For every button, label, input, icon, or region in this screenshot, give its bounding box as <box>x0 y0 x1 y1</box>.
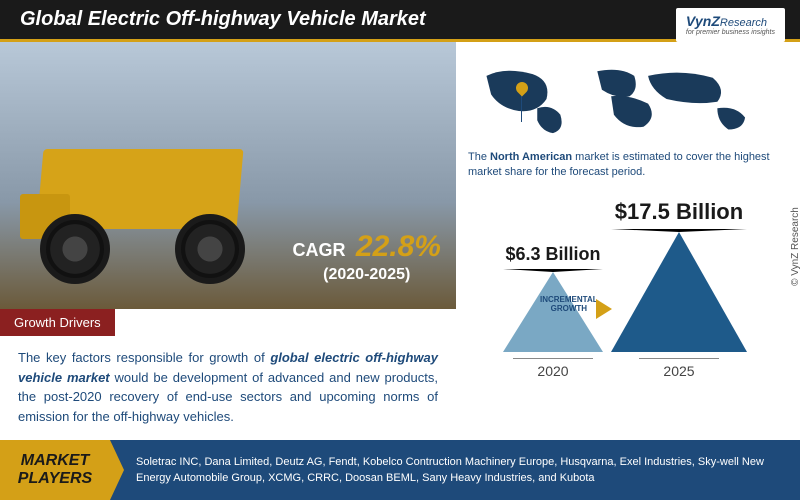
map-pin-icon <box>514 80 531 97</box>
forecast-end: $17.5 Billion 2025 <box>611 199 747 379</box>
cagr-callout: CAGR 22.8% (2020-2025) <box>292 230 441 284</box>
growth-drivers-body: The key factors responsible for growth o… <box>0 336 456 440</box>
footer-label: MARKET PLAYERS <box>0 440 110 500</box>
forecast-chart: $6.3 Billion 2020 INCREMENTAL GROWTH $17… <box>468 199 782 379</box>
title-bar: Global Electric Off-highway Vehicle Mark… <box>0 0 800 39</box>
truck-wheel <box>40 214 110 284</box>
map-pin-line <box>521 94 522 122</box>
footer: MARKET PLAYERS Soletrac INC, Dana Limite… <box>0 440 800 500</box>
map-pin <box>516 82 528 122</box>
world-map <box>468 54 782 144</box>
right-column: The North American market is estimated t… <box>456 42 800 440</box>
cagr-label: CAGR <box>292 240 345 260</box>
growth-drivers-text: The key factors responsible for growth o… <box>18 348 438 426</box>
forecast-end-year: 2025 <box>639 358 719 379</box>
map-region: North American <box>490 151 572 163</box>
main-content: CAGR 22.8% (2020-2025) Growth Drivers Th… <box>0 42 800 440</box>
footer-players: Soletrac INC, Dana Limited, Deutz AG, Fe… <box>110 440 800 500</box>
growth-drivers-tag: Growth Drivers <box>0 309 115 336</box>
logo-sub: Research <box>720 17 767 29</box>
left-column: CAGR 22.8% (2020-2025) Growth Drivers Th… <box>0 42 456 440</box>
map-caption: The North American market is estimated t… <box>468 150 782 181</box>
growth-drivers-section: Growth Drivers The key factors responsib… <box>0 309 456 440</box>
page-title: Global Electric Off-highway Vehicle Mark… <box>20 8 426 30</box>
incremental-growth-label: INCREMENTAL GROWTH <box>540 296 598 314</box>
drivers-text-pre: The key factors responsible for growth o… <box>18 350 270 365</box>
hero-image: CAGR 22.8% (2020-2025) <box>0 42 456 309</box>
copyright: © VynZ Research <box>791 207 800 286</box>
logo: VynZResearch for premier business insigh… <box>676 8 785 42</box>
forecast-end-triangle <box>611 229 747 352</box>
logo-tagline: for premier business insights <box>686 29 775 36</box>
forecast-start-value: $6.3 Billion <box>505 244 600 265</box>
cagr-value: 22.8% <box>356 230 441 263</box>
forecast-end-value: $17.5 Billion <box>615 199 743 225</box>
logo-name: VynZ <box>686 13 720 29</box>
mining-truck-illustration <box>10 139 270 289</box>
forecast-start-year: 2020 <box>513 358 593 379</box>
truck-wheel <box>175 214 245 284</box>
cagr-period: (2020-2025) <box>292 266 441 284</box>
map-text-pre: The <box>468 151 490 163</box>
arrow-right-icon <box>596 299 612 319</box>
